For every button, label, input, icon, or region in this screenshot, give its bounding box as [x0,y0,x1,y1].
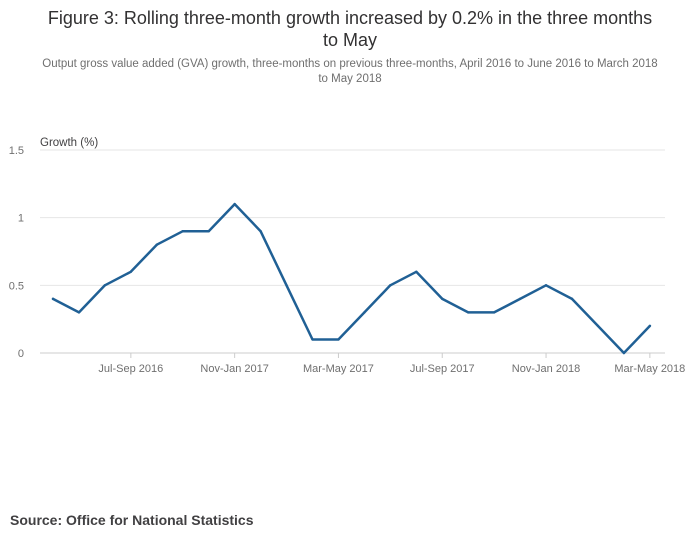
x-tick-label: Jul-Sep 2016 [98,363,163,375]
gridlines [40,149,665,286]
x-axis: Jul-Sep 2016 Nov-Jan 2017 Mar-May 2017 Jul-… [40,352,685,375]
x-tick-label: Nov-Jan 2018 [512,363,581,375]
data-point[interactable] [207,230,210,233]
data-point[interactable] [648,324,652,328]
data-point[interactable] [570,297,574,301]
x-tick-label: Jul-Sep 2017 [410,363,475,375]
data-point[interactable] [518,297,522,301]
data-point[interactable] [311,338,314,341]
data-point[interactable] [51,297,55,301]
data-point[interactable] [285,284,288,287]
y-axis-ticks: 0 0.5 1 1.5 [9,145,24,360]
chart-title: Figure 3: Rolling three-month growth inc… [47,8,653,50]
data-point[interactable] [622,351,626,355]
data-point[interactable] [415,270,418,273]
y-axis-label: Growth (%) [40,137,98,149]
x-tick-label: Mar-May 2018 [614,363,685,375]
data-point[interactable] [467,311,470,314]
data-point[interactable] [363,311,366,314]
y-tick-label: 0 [18,348,24,360]
data-point[interactable] [596,324,600,328]
y-tick-label: 1 [18,213,24,225]
series-group [51,202,652,355]
data-point[interactable] [181,230,184,233]
data-point[interactable] [544,284,548,287]
y-tick-label: 0.5 [9,280,24,292]
x-tick-label: Mar-May 2017 [303,363,374,375]
y-tick-label: 1.5 [9,145,24,157]
data-point[interactable] [337,338,340,341]
source-note: Source: Office for National Statistics [10,512,254,528]
series-line [51,202,652,355]
data-point[interactable] [492,311,496,314]
data-point[interactable] [259,230,262,233]
data-point[interactable] [103,284,107,287]
data-point[interactable] [155,243,158,246]
data-point[interactable] [77,311,81,314]
x-tick-label: Nov-Jan 2017 [200,363,269,375]
data-point[interactable] [129,270,133,273]
data-point[interactable] [233,202,236,206]
data-point[interactable] [441,297,444,301]
chart-subtitle: Output gross value added (GVA) growth, t… [42,58,658,85]
data-point[interactable] [389,284,392,287]
